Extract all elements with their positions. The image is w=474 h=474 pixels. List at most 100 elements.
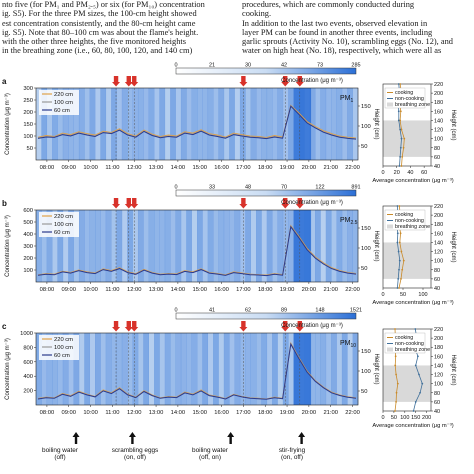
y-tick-label: 50 <box>27 146 33 152</box>
cooking-profile-point <box>394 355 397 358</box>
series-line-0 <box>37 224 357 276</box>
heatmap-band <box>41 333 48 405</box>
heatmap-band <box>127 88 133 160</box>
x-tick-label: 14:00 <box>171 410 186 416</box>
heatmap-band <box>84 333 90 405</box>
side-y-tick-label: 100 <box>434 259 443 265</box>
side-legend-swatch <box>387 347 393 352</box>
y-tick-label: 250 <box>23 98 33 104</box>
x-tick-label: 19:00 <box>280 287 295 293</box>
x-tick-label: 17:00 <box>236 410 251 416</box>
heatmap-band <box>250 210 257 282</box>
heatmap-band <box>239 333 246 405</box>
heatmap-band <box>218 88 225 160</box>
cooking-profile-point <box>402 259 405 262</box>
non-cooking-profile-point <box>397 250 400 253</box>
non-cooking-profile-point <box>396 232 399 235</box>
heatmap-band <box>320 88 327 160</box>
heatmap-band <box>352 88 359 160</box>
side-legend-swatch <box>387 102 393 107</box>
x-tick-label: 19:00 <box>280 410 295 416</box>
heatmap-band <box>127 210 133 282</box>
colorbar-tick-label: 33 <box>209 185 215 191</box>
panel-a <box>34 67 433 168</box>
non-cooking-profile-point <box>396 205 399 207</box>
y-tick-label: 200 <box>23 256 33 262</box>
right-tick-label: 100 <box>361 246 371 252</box>
non-cooking-profile-point <box>396 287 399 289</box>
pm-label: PM1 <box>340 95 354 104</box>
panel-letter: b <box>2 199 7 208</box>
heatmap-band <box>121 333 128 405</box>
heatmap-band <box>341 210 348 282</box>
x-tick-label: 16:00 <box>214 287 229 293</box>
annotation-label: boiling water <box>42 447 78 454</box>
heatmap-band <box>137 333 144 405</box>
heatmap-band <box>170 210 176 282</box>
heatmap-band <box>266 333 273 405</box>
heatmap-band <box>272 210 278 282</box>
heatmap-band <box>325 88 332 160</box>
heatmap-band <box>143 88 149 160</box>
heatmap-band <box>143 333 149 405</box>
legend-label: 60 cm <box>54 230 70 236</box>
heatmap-band <box>46 333 53 405</box>
heatmap-band <box>186 210 192 282</box>
heatmap-band <box>207 210 214 282</box>
heatmap-band <box>341 333 348 405</box>
heatmap-band <box>170 88 176 160</box>
heatmap-band <box>261 333 268 405</box>
heatmap-band <box>315 210 321 282</box>
heatmap-band <box>105 88 112 160</box>
x-tick-label: 08:00 <box>40 165 55 171</box>
non-cooking-profile-point <box>396 241 399 244</box>
side-y-label: Height (cm) <box>450 354 456 385</box>
cooking-profile-point <box>401 155 404 158</box>
heatmap-band <box>352 333 359 405</box>
x-tick-label: 20:00 <box>302 410 317 416</box>
non-cooking-profile-point <box>418 373 420 376</box>
heatmap-band <box>116 333 123 405</box>
non-cooking-profile-point <box>412 410 415 412</box>
cooking-profile-point <box>400 277 402 280</box>
y-tick-label: 800 <box>23 345 33 351</box>
colorbar-tick-label: 42 <box>281 63 287 69</box>
annotation-label: stir-frying <box>278 447 306 454</box>
non-cooking-profile-point <box>400 137 403 140</box>
side-legend-label: non-cooking <box>395 96 424 102</box>
side-x-tick-label: 100 <box>400 415 409 421</box>
x-tick-label: 14:00 <box>171 165 186 171</box>
event-arrow-icon <box>124 76 133 87</box>
colorbar-tick-label: 122 <box>315 185 324 191</box>
pm-label-subscript: 1 <box>351 98 354 104</box>
side-x-tick-label: 150 <box>411 415 420 421</box>
breathing-zone-band <box>383 242 431 279</box>
legend-label: 220 cm <box>54 337 73 343</box>
x-tick-label: 08:00 <box>40 410 55 416</box>
non-cooking-profile-point <box>398 268 400 271</box>
side-y-tick-label: 100 <box>434 382 443 388</box>
heatmap-band <box>186 88 192 160</box>
colorbar-tick-label: 30 <box>245 63 251 69</box>
side-x-tick-label: 0 <box>381 292 384 298</box>
heatmap-band <box>148 88 155 160</box>
non-cooking-profile-point <box>397 119 400 122</box>
pm-label-subscript: 10 <box>351 343 357 349</box>
text-line: ig. S5). For the three PM sizes, the 100… <box>2 9 197 19</box>
colorbar-tick-label: 73 <box>317 63 323 69</box>
annotation-label: scrambling eggs <box>111 447 159 454</box>
breathing-zone-band <box>383 120 431 157</box>
y-tick-label: 300 <box>23 86 33 92</box>
text-line: procedures, which are commonly conducted… <box>242 0 415 9</box>
x-tick-label: 16:00 <box>214 165 229 171</box>
heatmap-band <box>62 88 69 160</box>
side-y-tick-label: 160 <box>434 354 443 360</box>
side-profile-panel <box>382 328 433 413</box>
heatmap-peak-band <box>293 333 312 405</box>
side-legend-label: cooking <box>395 212 413 218</box>
event-arrow-icon <box>239 76 248 87</box>
annotation-sub: (on, off) <box>281 454 303 461</box>
heatmap-band <box>266 210 273 282</box>
x-tick-label: 15:00 <box>192 165 207 171</box>
